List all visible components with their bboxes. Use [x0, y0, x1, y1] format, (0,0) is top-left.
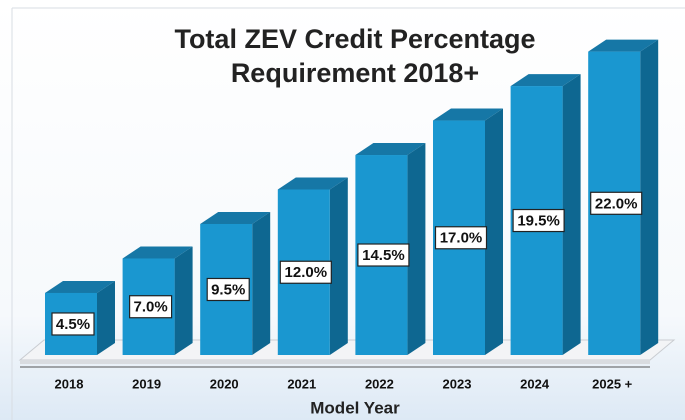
x-tick-label: 2025 +: [592, 376, 633, 391]
x-tick-label: 2024: [520, 376, 550, 391]
x-axis-label: Model Year: [310, 398, 400, 417]
bar-group: 17.0%: [433, 108, 503, 356]
bar-top: [200, 211, 271, 224]
bar-group: 14.5%: [355, 143, 426, 355]
bar-side: [562, 74, 581, 355]
bar-side: [252, 211, 271, 355]
value-label-box: [129, 295, 173, 319]
value-label-box: [512, 208, 565, 233]
value-label-box: [434, 226, 488, 250]
x-tick-label: 2023: [443, 376, 472, 391]
bar-top: [433, 108, 503, 121]
value-label: 22.0%: [595, 195, 638, 212]
bar-side: [174, 246, 193, 355]
value-label-box: [206, 277, 250, 302]
bar-side: [407, 143, 426, 355]
value-label: 9.5%: [211, 281, 245, 298]
x-tick-label: 2020: [210, 376, 239, 391]
bar-group: 7.0%: [122, 246, 193, 355]
bar-group: 22.0%: [588, 39, 659, 355]
bar-group: 12.0%: [277, 177, 348, 355]
value-label-box: [357, 243, 410, 267]
value-label-box: [279, 260, 332, 284]
x-tick-label: 2018: [55, 376, 84, 391]
x-tick-label: 2019: [132, 376, 161, 391]
chart-title: Total ZEV Credit Percentage Requirement …: [174, 24, 536, 88]
value-label: 19.5%: [517, 213, 560, 230]
bar-side: [97, 280, 115, 355]
x-tick-label: 2021: [287, 376, 316, 391]
x-tick-label: 2022: [365, 376, 394, 391]
bar-top: [45, 280, 115, 293]
bar-top: [355, 143, 426, 156]
bar-top: [510, 74, 581, 87]
bar-side: [640, 39, 659, 355]
value-label-box: [590, 191, 643, 215]
value-label: 17.0%: [440, 230, 483, 247]
bar-group: 19.5%: [510, 74, 581, 355]
floor-edge: [20, 360, 650, 364]
value-label-box: [51, 312, 95, 336]
bar-group: 9.5%: [200, 211, 271, 355]
value-label: 12.0%: [285, 264, 328, 281]
value-label: 4.5%: [56, 316, 90, 333]
value-label: 14.5%: [362, 247, 405, 264]
bar-side: [329, 177, 348, 355]
bar-top: [277, 177, 348, 190]
bar-group: 4.5%: [45, 280, 115, 355]
bar-top: [588, 39, 659, 52]
value-label: 7.0%: [133, 299, 167, 316]
bar-side: [485, 108, 503, 356]
bar-top: [122, 246, 193, 259]
